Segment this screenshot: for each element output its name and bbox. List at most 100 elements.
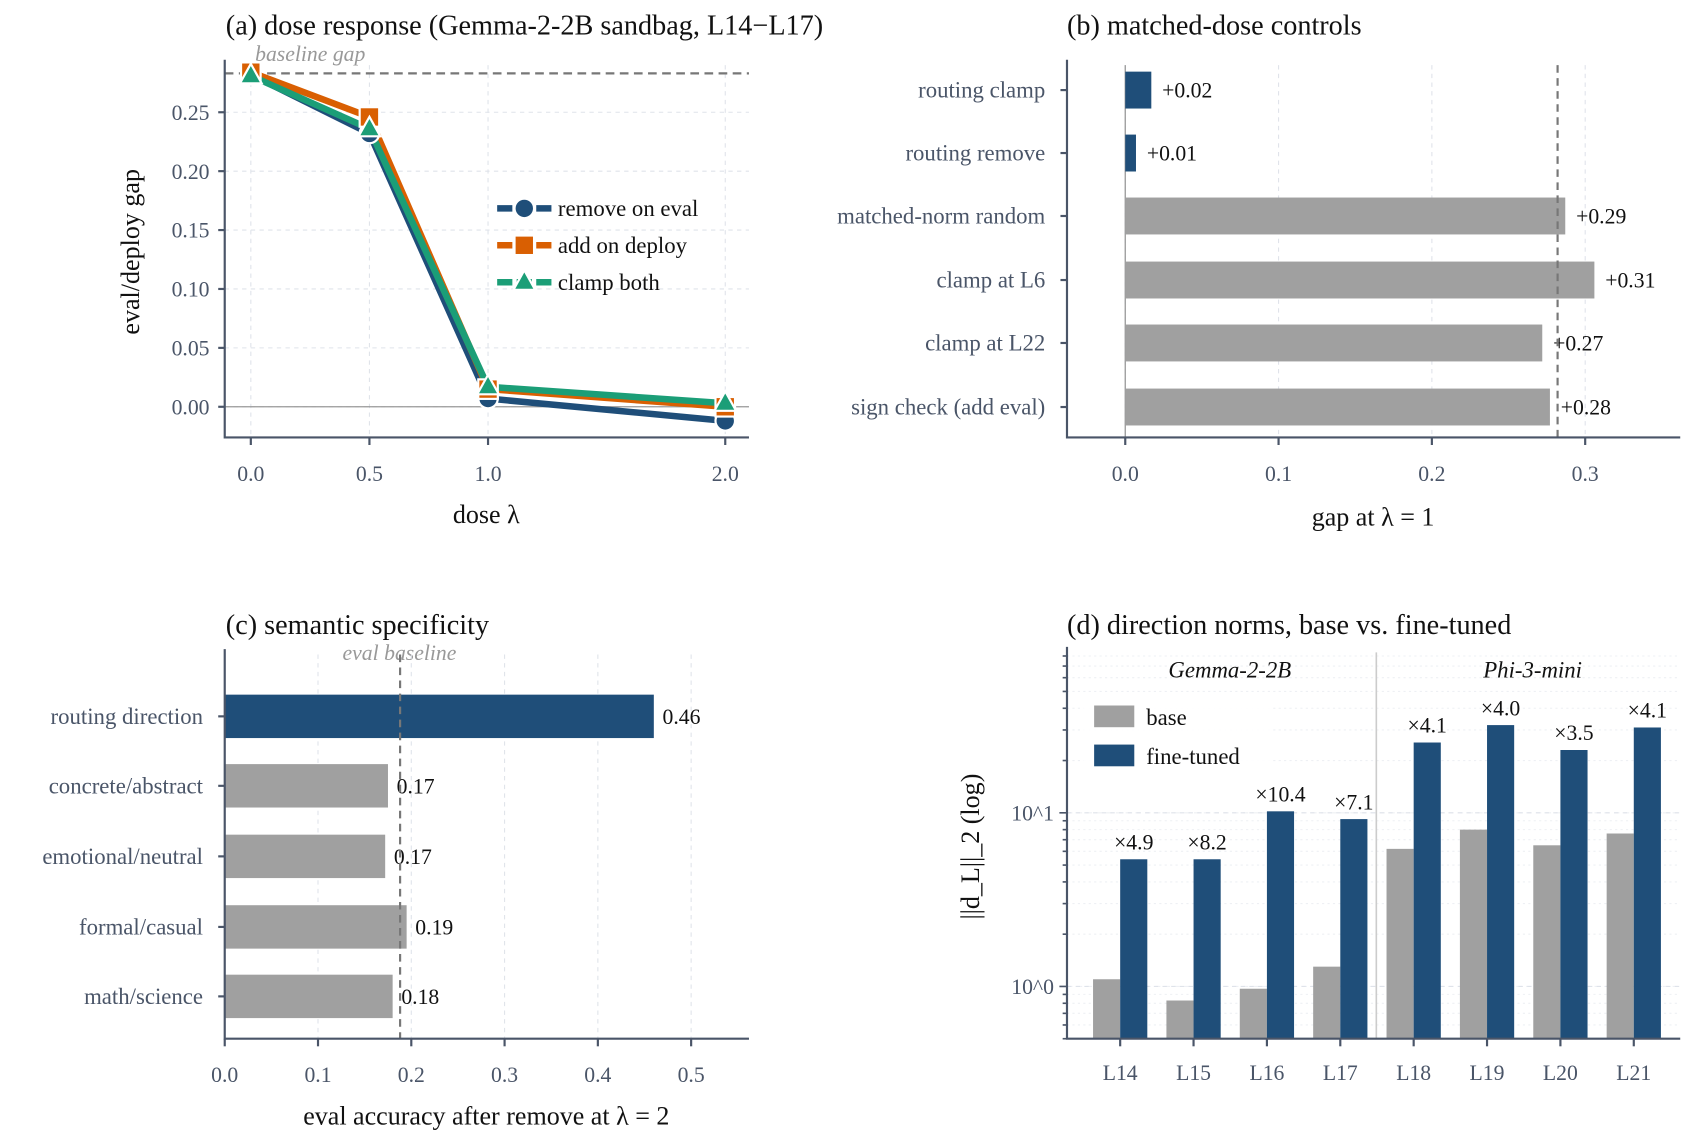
axes-spine bbox=[223, 649, 749, 1040]
bar-base-L18 bbox=[1386, 848, 1414, 1039]
data-point-clamp-both bbox=[712, 389, 738, 412]
bar-fine-tuned-L16 bbox=[1266, 811, 1295, 1039]
ratio-label: ×4.9 bbox=[1114, 831, 1153, 855]
bar-fine-tuned-L17 bbox=[1340, 819, 1368, 1039]
bar-base-L17 bbox=[1313, 966, 1341, 1039]
x-tick-label: 0.0 bbox=[211, 1063, 238, 1087]
bar-base-L16 bbox=[1239, 988, 1267, 1039]
bar-emotional-neutral bbox=[224, 834, 386, 879]
legend: base fine-tuned bbox=[1083, 694, 1270, 780]
x-tick-label: 0.2 bbox=[1418, 462, 1445, 486]
y-tick-label: 0.20 bbox=[172, 160, 210, 184]
y-tick-label: 0.00 bbox=[172, 395, 210, 419]
x-tick-label: 0.3 bbox=[1572, 462, 1599, 486]
ratio-label: ×8.2 bbox=[1187, 831, 1226, 855]
data-point-clamp-both bbox=[475, 372, 501, 396]
x-tick-label: 0.3 bbox=[491, 1063, 518, 1087]
panel-c-xlabel: eval accuracy after remove at λ = 2 bbox=[303, 1101, 669, 1130]
ratio-label: ×10.4 bbox=[1255, 783, 1305, 807]
data-point-clamp-both bbox=[238, 61, 264, 85]
y-tick-label: 10^0 bbox=[1011, 975, 1054, 999]
bar-math-science bbox=[224, 974, 393, 1019]
bar-fine-tuned-L20 bbox=[1560, 749, 1588, 1039]
category-label: math/science bbox=[84, 984, 203, 1009]
x-tick-label: L14 bbox=[1103, 1061, 1138, 1085]
x-tick-label: 0.1 bbox=[1265, 462, 1292, 486]
y-tick-label: 0.10 bbox=[172, 278, 210, 302]
x-tick-label: L16 bbox=[1249, 1061, 1284, 1085]
y-tick-label: 0.15 bbox=[172, 219, 210, 243]
category-label: matched-norm random bbox=[837, 204, 1045, 229]
bar-routing-remove bbox=[1125, 134, 1136, 172]
bar-fine-tuned-L15 bbox=[1193, 859, 1221, 1039]
y-tick-label: 0.05 bbox=[172, 336, 210, 360]
legend-marker bbox=[511, 268, 537, 291]
baseline-gap-annotation: baseline gap bbox=[255, 42, 365, 66]
panel-d-ylabel: ||d_L||_2 (log) bbox=[956, 774, 985, 920]
bar-fine-tuned-L21 bbox=[1633, 727, 1661, 1039]
bar-sign-check-add-eval- bbox=[1125, 388, 1550, 426]
ratio-label: ×4.0 bbox=[1481, 696, 1520, 720]
panel-a-title: (a) dose response (Gemma-2-2B sandbag, L… bbox=[226, 11, 823, 42]
x-tick-label: 2.0 bbox=[712, 462, 739, 486]
x-tick-label: L20 bbox=[1543, 1061, 1578, 1085]
bar-data-label: 0.46 bbox=[663, 705, 701, 729]
category-label: routing clamp bbox=[918, 78, 1045, 103]
x-tick-label: 0.1 bbox=[304, 1063, 331, 1087]
legend-swatch bbox=[1094, 705, 1135, 728]
y-tick-label: 10^1 bbox=[1011, 801, 1054, 825]
bar-clamp-at-L22 bbox=[1125, 324, 1543, 362]
bar-data-label: 0.19 bbox=[415, 916, 453, 940]
legend-label: fine-tuned bbox=[1146, 744, 1240, 769]
panel-b-xlabel: gap at λ = 1 bbox=[1312, 502, 1435, 531]
legend-marker bbox=[513, 197, 536, 220]
category-label: formal/casual bbox=[79, 915, 203, 940]
x-tick-label: 0.5 bbox=[678, 1063, 705, 1087]
bar-data-label: 0.18 bbox=[401, 985, 439, 1009]
axes-spine bbox=[1065, 59, 1681, 439]
bar-fine-tuned-L18 bbox=[1413, 742, 1441, 1039]
category-label: sign check (add eval) bbox=[851, 395, 1045, 420]
panel-c-title: (c) semantic specificity bbox=[226, 610, 489, 641]
panel-a-ylabel: eval/deploy gap bbox=[116, 169, 145, 335]
x-tick-label: 0.2 bbox=[398, 1063, 425, 1087]
series-line-clamp-both bbox=[249, 72, 726, 407]
bar-base-L21 bbox=[1606, 833, 1634, 1039]
bar-fine-tuned-L19 bbox=[1487, 725, 1515, 1039]
category-label: emotional/neutral bbox=[42, 844, 203, 869]
x-tick-label: L18 bbox=[1396, 1061, 1431, 1085]
panel-d-title: (d) direction norms, base vs. fine-tuned bbox=[1067, 610, 1511, 641]
x-tick-label: 0.4 bbox=[584, 1063, 611, 1087]
panel-d-direction-norms: (d) direction norms, base vs. fine-tuned… bbox=[956, 610, 1681, 1085]
x-tick-label: L15 bbox=[1176, 1061, 1211, 1085]
legend-marker bbox=[513, 234, 536, 257]
legend-label: base bbox=[1146, 705, 1186, 730]
x-tick-label: 0.0 bbox=[237, 462, 264, 486]
bar-routing-direction bbox=[224, 694, 654, 739]
ratio-label: ×7.1 bbox=[1334, 790, 1373, 814]
axes-spine bbox=[223, 59, 749, 439]
axes-spine bbox=[1065, 646, 1681, 1040]
legend-label: remove on eval bbox=[558, 196, 698, 221]
bar-fine-tuned-L14 bbox=[1120, 859, 1148, 1039]
x-tick-label: L17 bbox=[1323, 1061, 1358, 1085]
bar-data-label: +0.29 bbox=[1576, 205, 1626, 229]
bar-concrete-abstract bbox=[224, 764, 388, 808]
panel-c-semantic-specificity: (c) semantic specificity eval accuracy a… bbox=[42, 610, 749, 1130]
ratio-label: ×4.1 bbox=[1628, 699, 1667, 723]
x-tick-label: L19 bbox=[1470, 1061, 1505, 1085]
category-label: routing remove bbox=[905, 141, 1045, 166]
panel-a-xlabel: dose λ bbox=[453, 500, 520, 529]
panel-b-title: (b) matched-dose controls bbox=[1067, 11, 1362, 42]
bar-base-L14 bbox=[1093, 979, 1121, 1039]
category-label: concrete/abstract bbox=[49, 773, 204, 798]
panel-b-matched-dose-controls: (b) matched-dose controls gap at λ = 1 0… bbox=[837, 11, 1681, 531]
ratio-label: ×4.1 bbox=[1408, 714, 1447, 738]
bar-data-label: 0.17 bbox=[397, 774, 435, 798]
category-label: clamp at L22 bbox=[925, 331, 1045, 356]
bar-data-label: +0.28 bbox=[1561, 396, 1611, 420]
legend-label: clamp both bbox=[558, 270, 660, 295]
bar-data-label: +0.31 bbox=[1605, 269, 1655, 293]
x-tick-label: 1.0 bbox=[474, 462, 501, 486]
y-tick-label: 0.25 bbox=[172, 101, 210, 125]
